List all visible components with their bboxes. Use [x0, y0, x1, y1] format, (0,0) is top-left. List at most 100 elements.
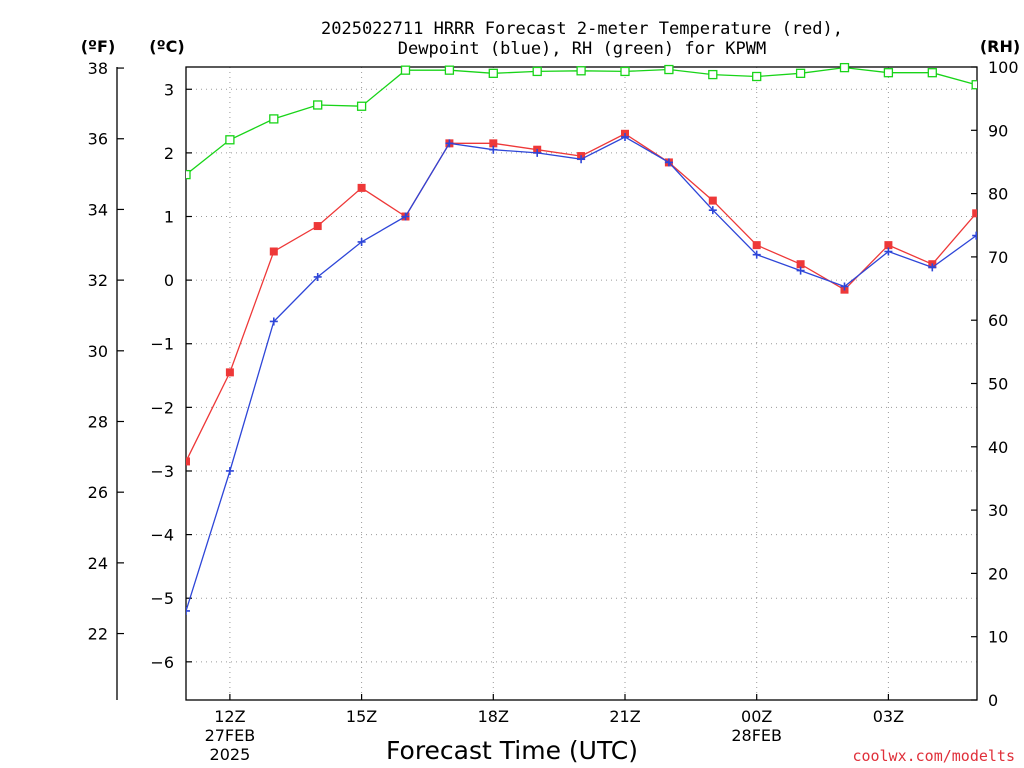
fahrenheit-tick-label: 22 — [88, 625, 108, 644]
temperature-point — [884, 241, 893, 250]
rh-point — [795, 68, 806, 78]
dewpoint-point — [445, 139, 454, 148]
rh-point — [356, 101, 367, 111]
celsius-tick-label: −6 — [150, 653, 174, 672]
dewpoint-point — [708, 206, 717, 215]
x-tick-label: 21Z — [609, 707, 640, 726]
temperature-point — [972, 209, 977, 218]
dewpoint-point — [752, 250, 761, 259]
dewpoint-point — [796, 266, 805, 275]
rh-tick-label: 50 — [988, 375, 1008, 394]
rh-tick-label: 40 — [988, 438, 1008, 457]
rh-unit-label: (RH) — [980, 37, 1020, 56]
rh-point — [971, 80, 977, 90]
temperature-point — [269, 247, 278, 256]
rh-point — [269, 114, 279, 124]
dewpoint-point — [664, 158, 673, 167]
fahrenheit-tick-label: 24 — [88, 554, 108, 573]
fahrenheit-tick-label: 30 — [88, 342, 108, 361]
rh-tick-label: 80 — [988, 185, 1008, 204]
rh-tick-label: 100 — [988, 58, 1019, 77]
temperature-point — [708, 196, 717, 205]
rh-point — [927, 68, 937, 78]
dewpoint-point — [401, 212, 410, 221]
dewpoint-point — [269, 317, 278, 326]
dewpoint-point — [840, 282, 849, 291]
temperature-point — [225, 368, 234, 377]
fahrenheit-tick-label: 34 — [88, 200, 108, 219]
dewpoint-point — [225, 466, 234, 475]
dewpoint-point — [186, 606, 190, 615]
x-tick-label: 03Z — [873, 707, 904, 726]
rh-tick-label: 20 — [988, 564, 1008, 583]
celsius-tick-label: 2 — [164, 144, 174, 163]
celsius-tick-label: 0 — [164, 271, 174, 290]
celsius-tick-label: 1 — [164, 208, 174, 227]
rh-point — [186, 169, 191, 180]
x-axis-title: Forecast Time (UTC) — [386, 736, 638, 765]
dewpoint-point — [313, 272, 322, 281]
temperature-point — [752, 241, 761, 250]
rh-point — [576, 66, 586, 76]
data-series — [186, 62, 977, 615]
dewpoint-point — [577, 155, 586, 164]
celsius-tick-label: 3 — [164, 80, 174, 99]
x-tick-label: 12Z — [214, 707, 245, 726]
temperature-line — [186, 133, 977, 462]
axes: 222426283032343638−6−5−4−3−2−10123010203… — [88, 58, 1019, 764]
temperature-series — [186, 129, 977, 466]
fahrenheit-tick-label: 38 — [88, 59, 108, 78]
temperature-point — [313, 222, 322, 231]
celsius-tick-label: −2 — [150, 398, 174, 417]
celsius-unit-label: (ºC) — [149, 37, 184, 56]
temperature-point — [796, 260, 805, 269]
x-tick-label: 00Z — [741, 707, 772, 726]
celsius-tick-label: −5 — [150, 589, 174, 608]
rh-point — [752, 71, 762, 82]
site-credit: coolwx.com/modelts — [852, 747, 1015, 765]
rh-point — [313, 100, 323, 110]
dewpoint-point — [928, 263, 937, 272]
rh-point — [664, 64, 674, 75]
celsius-tick-label: −4 — [150, 526, 174, 545]
rh-point — [839, 62, 850, 73]
rh-point — [883, 68, 894, 78]
rh-point — [444, 65, 455, 75]
rh-tick-label: 60 — [988, 311, 1008, 330]
dewpoint-point — [533, 148, 542, 157]
celsius-tick-label: −3 — [150, 462, 174, 481]
fahrenheit-unit-label: (ºF) — [81, 37, 116, 56]
rh-point — [400, 65, 411, 75]
rh-point — [620, 66, 630, 77]
rh-point — [708, 69, 718, 80]
x-tick-label: 15Z — [346, 707, 377, 726]
x-tick-year-label: 2025 — [210, 745, 251, 764]
fahrenheit-tick-label: 36 — [88, 130, 108, 149]
temperature-point — [186, 457, 190, 466]
x-tick-label: 18Z — [478, 707, 509, 726]
rh-point — [532, 66, 542, 77]
chart-title-line2: Dewpoint (blue), RH (green) for KPWM — [398, 39, 766, 59]
dewpoint-point — [357, 237, 366, 246]
celsius-tick-label: −1 — [150, 335, 174, 354]
fahrenheit-tick-label: 32 — [88, 271, 108, 290]
x-tick-date-label: 27FEB — [205, 726, 256, 745]
dewpoint-point — [884, 247, 893, 256]
rh-tick-label: 10 — [988, 628, 1008, 647]
rh-series — [186, 62, 977, 180]
grid-lines — [186, 67, 977, 700]
temperature-point — [357, 183, 366, 192]
rh-point — [488, 68, 498, 78]
dewpoint-point — [621, 132, 629, 141]
rh-point — [225, 135, 235, 145]
x-tick-date-label: 28FEB — [731, 726, 782, 745]
rh-tick-label: 70 — [988, 248, 1008, 267]
chart-title-line1: 2025022711 HRRR Forecast 2-meter Tempera… — [321, 19, 843, 39]
fahrenheit-tick-label: 28 — [88, 412, 108, 431]
rh-tick-label: 30 — [988, 501, 1008, 520]
temperature-point — [489, 139, 498, 148]
rh-tick-label: 0 — [988, 691, 998, 710]
dewpoint-point — [972, 231, 977, 240]
fahrenheit-tick-label: 26 — [88, 483, 108, 502]
